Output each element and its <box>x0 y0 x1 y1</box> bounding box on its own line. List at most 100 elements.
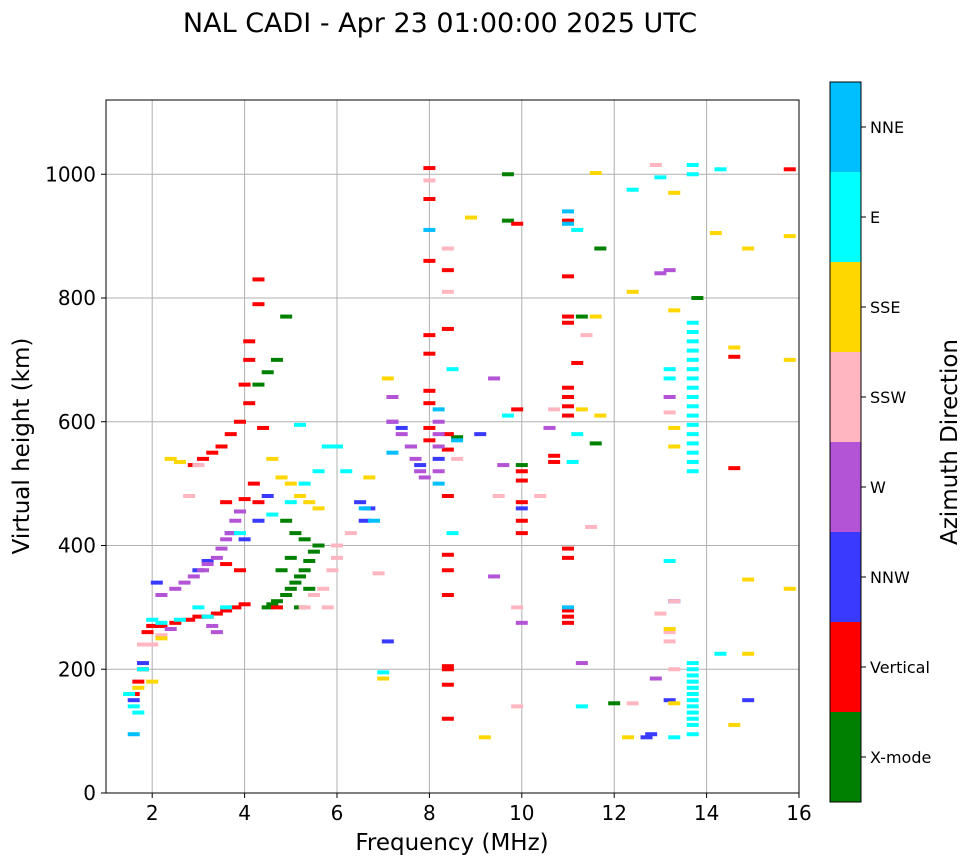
echo-point-x-mode <box>307 549 320 554</box>
echo-point-vertical <box>423 351 436 356</box>
echo-point-sse <box>464 215 477 220</box>
echo-point-x-mode <box>303 558 316 563</box>
echo-point-ssw <box>663 410 676 415</box>
echo-point-e <box>686 679 699 684</box>
echo-point-nne <box>367 518 380 523</box>
echo-point-vertical <box>206 450 219 455</box>
echo-point-ssw <box>155 633 168 638</box>
echo-point-vertical <box>132 679 145 684</box>
echo-point-vertical <box>247 481 260 486</box>
y-tick-label: 200 <box>58 657 96 681</box>
echo-point-vertical <box>215 444 228 449</box>
echo-point-nne <box>562 209 574 214</box>
echo-point-w <box>206 623 219 628</box>
echo-point-w <box>164 627 177 632</box>
echo-point-ssw <box>548 407 561 412</box>
echo-point-w <box>386 419 399 424</box>
echo-point-sse <box>294 494 307 498</box>
y-tick-label: 600 <box>58 410 96 434</box>
echo-point-ssw <box>654 611 667 616</box>
echo-point-vertical <box>562 218 574 223</box>
echo-point-nnw <box>640 735 653 740</box>
echo-point-vertical <box>562 413 574 418</box>
echo-point-x-mode <box>289 580 302 585</box>
x-tick-label: 14 <box>694 801 719 825</box>
echo-point-sse <box>173 459 186 464</box>
echo-point-e <box>686 704 699 709</box>
echo-point-vertical <box>515 500 528 505</box>
echo-point-e <box>686 459 699 464</box>
x-tick-label: 16 <box>786 801 811 825</box>
echo-point-w <box>169 586 182 591</box>
echo-point-vertical <box>197 456 210 461</box>
echo-point-e <box>686 673 699 678</box>
echo-point-w <box>229 518 242 523</box>
echo-point-w <box>210 555 223 560</box>
echo-point-w <box>488 574 501 579</box>
echo-point-vertical <box>252 277 265 282</box>
echo-point-e <box>192 605 205 610</box>
echo-point-ssw <box>372 571 385 576</box>
echo-point-vertical <box>220 562 233 567</box>
echo-point-sse <box>622 735 635 740</box>
echo-point-nnw <box>136 661 149 666</box>
echo-point-sse <box>668 425 681 430</box>
echo-point-x-mode <box>451 435 464 440</box>
echo-point-vertical <box>441 432 454 437</box>
echo-point-e <box>132 710 145 715</box>
echo-point-nnw <box>432 456 445 461</box>
echo-point-e <box>686 667 699 672</box>
echo-point-vertical <box>548 453 561 458</box>
echo-point-sse <box>668 190 681 195</box>
echo-point-vertical <box>562 620 574 625</box>
echo-point-e <box>136 667 149 672</box>
echo-point-w <box>233 509 246 514</box>
echo-point-nne <box>562 605 574 610</box>
echo-point-x-mode <box>261 370 274 375</box>
echo-point-e <box>446 531 459 536</box>
echo-point-vertical <box>270 605 283 610</box>
x-tick-label: 6 <box>331 801 344 825</box>
echo-point-vertical <box>562 385 574 390</box>
echo-point-sse <box>363 475 376 480</box>
echo-point-e <box>686 716 699 721</box>
echo-point-w <box>432 432 445 437</box>
echo-point-sse <box>783 586 796 591</box>
echo-point-x-mode <box>594 246 607 251</box>
colorbar-label: X-mode <box>870 748 931 767</box>
echo-point-vertical <box>783 167 796 172</box>
colorbar-label: Vertical <box>870 658 930 677</box>
echo-point-e <box>686 441 699 446</box>
echo-point-vertical <box>562 555 574 560</box>
echo-point-vertical <box>423 197 436 201</box>
echo-point-nnw <box>515 506 528 511</box>
echo-point-w <box>201 562 214 567</box>
echo-point-vertical <box>562 320 574 325</box>
echo-point-e <box>686 732 699 737</box>
echo-point-vertical <box>155 623 168 628</box>
echo-point-vertical <box>183 617 196 622</box>
chart-title: NAL CADI - Apr 23 01:00:00 2025 UTC <box>183 8 697 39</box>
echo-point-sse <box>742 651 755 656</box>
echo-point-nnw <box>252 518 265 523</box>
echo-point-e <box>331 444 343 449</box>
echo-point-nnw <box>354 500 367 505</box>
echo-point-ssw <box>511 605 524 610</box>
echo-point-vertical <box>423 401 436 406</box>
echo-point-x-mode <box>303 586 316 591</box>
echo-point-sse <box>303 500 316 505</box>
echo-point-w <box>155 593 168 597</box>
colorbar-label: NNW <box>870 568 910 587</box>
echo-point-x-mode <box>261 605 274 610</box>
echo-point-x-mode <box>252 382 265 387</box>
echo-point-ssw <box>331 543 343 548</box>
echo-point-nnw <box>201 558 214 563</box>
echo-point-ssw <box>585 524 598 529</box>
echo-point-nnw <box>127 698 140 703</box>
echo-point-sse <box>164 456 177 461</box>
echo-point-e <box>233 531 246 536</box>
echo-point-e <box>686 339 699 344</box>
echo-point-nnw <box>663 698 676 703</box>
echo-point-e <box>686 710 699 715</box>
